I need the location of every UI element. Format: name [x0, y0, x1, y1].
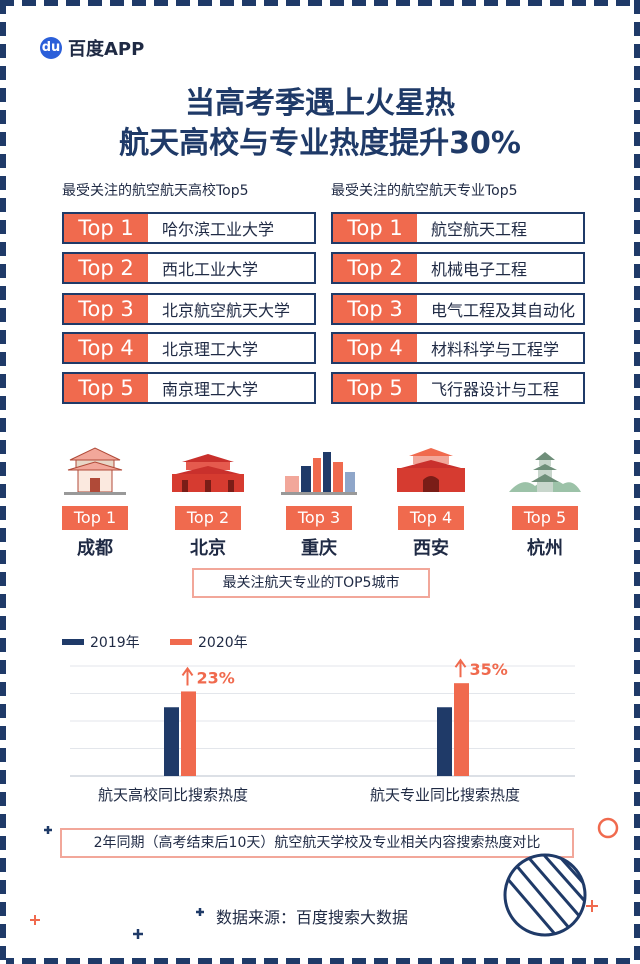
major-name: 材料科学与工程学	[431, 340, 560, 359]
university-name: 北京航空航天大学	[162, 301, 291, 320]
brand-logo: du 百度APP	[40, 35, 144, 61]
city-name: 重庆	[301, 538, 337, 559]
major-row-1: Top 1 航空航天工程	[331, 212, 585, 244]
category-label-2: 航天专业同比搜索热度	[370, 786, 521, 804]
rank-tag: Top 5	[64, 374, 148, 402]
legend-swatch-coral	[170, 639, 192, 645]
dashed-border-top	[0, 0, 640, 6]
major-row-2: Top 2 机械电子工程	[331, 252, 585, 284]
rank-tag: Top 1	[64, 214, 148, 242]
city-card-1: Top 1 成都	[50, 446, 140, 560]
major-name: 飞行器设计与工程	[431, 380, 560, 399]
major-row-4: Top 4 材料科学与工程学	[331, 332, 585, 364]
skyline-icon	[274, 446, 364, 496]
brand-name: 百度APP	[68, 39, 145, 60]
dashed-border-left	[0, 0, 6, 964]
up-arrow-icon	[454, 658, 467, 678]
city-rank-tag: Top 5	[512, 506, 578, 530]
chart-caption: 2年同期（高考结束后10天）航空航天学校及专业相关内容搜索热度对比	[60, 828, 574, 858]
rank-tag: Top 2	[333, 254, 417, 282]
tiananmen-icon	[163, 446, 253, 496]
city-rank-tag: Top 4	[398, 506, 464, 530]
cities-caption: 最关注航天专业的TOP5城市	[192, 568, 430, 598]
rank-tag: Top 4	[333, 334, 417, 362]
legend-item-2019: 2019年	[62, 632, 140, 652]
growth-label-2: 35%	[470, 660, 508, 679]
rank-tag: Top 5	[333, 374, 417, 402]
city-card-4: Top 4 西安	[386, 446, 476, 560]
city-card-3: Top 3 重庆	[274, 446, 364, 560]
university-row-4: Top 4 北京理工大学	[62, 332, 316, 364]
page-title-line1: 当高考季遇上火星热	[185, 86, 455, 121]
page-title-line2: 航天高校与专业热度提升30%	[119, 126, 521, 161]
legend-label: 2020年	[198, 635, 248, 651]
majors-heading: 最受关注的航空航天专业Top5	[331, 183, 518, 199]
university-name: 哈尔滨工业大学	[162, 220, 275, 239]
bar-2019-1	[164, 707, 179, 776]
growth-label-1: 23%	[197, 668, 235, 687]
city-name: 杭州	[527, 538, 563, 559]
rank-tag: Top 1	[333, 214, 417, 242]
city-rank-tag: Top 3	[286, 506, 352, 530]
dashed-border-right	[634, 0, 640, 964]
university-name: 西北工业大学	[162, 260, 259, 279]
legend-swatch-navy	[62, 639, 84, 645]
university-name: 南京理工大学	[162, 380, 259, 399]
university-row-2: Top 2 西北工业大学	[62, 252, 316, 284]
category-label-1: 航天高校同比搜索热度	[98, 786, 249, 804]
up-arrow-icon	[181, 666, 194, 686]
dashed-border-bottom	[0, 958, 640, 964]
university-row-3: Top 3 北京航空航天大学	[62, 293, 316, 325]
city-gate-icon	[386, 446, 476, 496]
major-row-3: Top 3 电气工程及其自动化	[331, 293, 585, 325]
rank-tag: Top 2	[64, 254, 148, 282]
city-name: 成都	[77, 538, 113, 559]
university-name: 北京理工大学	[162, 340, 259, 359]
rank-tag: Top 4	[64, 334, 148, 362]
baidu-paw-icon: du	[40, 37, 62, 59]
city-rank-tag: Top 1	[62, 506, 128, 530]
university-row-1: Top 1 哈尔滨工业大学	[62, 212, 316, 244]
rank-tag: Top 3	[64, 295, 148, 323]
bar-2020-1	[181, 691, 196, 776]
city-name: 西安	[413, 538, 449, 559]
major-name: 机械电子工程	[431, 260, 528, 279]
rank-tag: Top 3	[333, 295, 417, 323]
pagoda-icon	[500, 446, 590, 496]
city-card-5: Top 5 杭州	[500, 446, 590, 560]
data-source: 数据来源：百度搜索大数据	[216, 908, 409, 927]
university-row-5: Top 5 南京理工大学	[62, 372, 316, 404]
legend-item-2020: 2020年	[170, 632, 248, 652]
pavilion-icon	[50, 446, 140, 496]
major-name: 航空航天工程	[431, 220, 528, 239]
bar-2020-2	[454, 683, 469, 776]
city-rank-tag: Top 2	[175, 506, 241, 530]
city-name: 北京	[190, 538, 226, 559]
major-name: 电气工程及其自动化	[431, 301, 576, 320]
legend-label: 2019年	[90, 635, 140, 651]
major-row-5: Top 5 飞行器设计与工程	[331, 372, 585, 404]
city-card-2: Top 2 北京	[163, 446, 253, 560]
universities-heading: 最受关注的航空航天高校Top5	[62, 183, 249, 199]
bar-2019-2	[437, 707, 452, 776]
